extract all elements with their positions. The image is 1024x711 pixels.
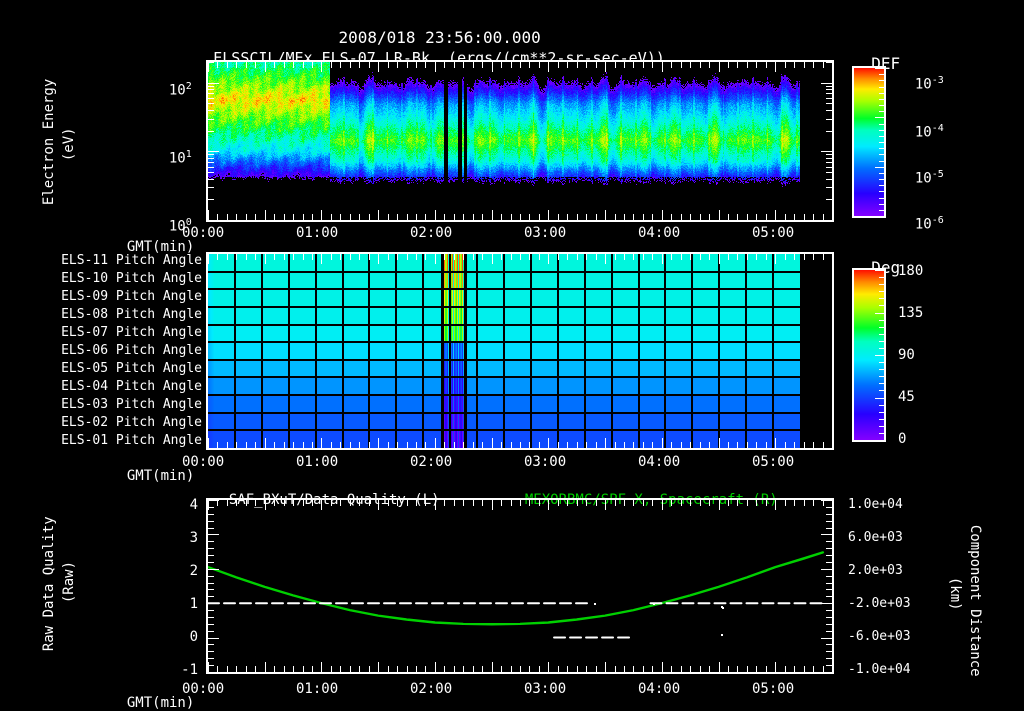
top-xtick-5: 05:00	[752, 225, 795, 241]
bottom-ylabel-right: Component Distance	[967, 524, 983, 677]
row-label-els-03: ELS-03 Pitch Angle	[61, 397, 202, 412]
row-label-els-05: ELS-05 Pitch Angle	[61, 361, 202, 376]
bottom-xtick-4: 04:00	[638, 681, 681, 697]
bottom-xtick-5: 05:00	[752, 681, 795, 697]
row-label-els-08: ELS-08 Pitch Angle	[61, 307, 202, 322]
bottom-ytick-3: 3	[189, 530, 198, 546]
top-xtick-4: 04:00	[638, 225, 681, 241]
row-label-els-07: ELS-07 Pitch Angle	[61, 325, 202, 340]
top-xaxis-label: GMT(min)	[126, 239, 195, 255]
bottom-right-tick-2e3: 2.0e+03	[848, 563, 903, 578]
bottom-right-tick-m2e3: -2.0e+03	[848, 596, 911, 611]
mid-xtick-5: 05:00	[752, 454, 795, 470]
mid-panel-ticks	[206, 252, 834, 450]
top-ytick-2: 102	[168, 81, 192, 99]
bottom-right-tick-m6e3: -6.0e+03	[848, 629, 911, 644]
top-ytick-1: 101	[168, 149, 192, 167]
top-ytick-0: 100	[168, 217, 192, 235]
deg-tick-135: 135	[898, 305, 924, 321]
top-xtick-1: 01:00	[296, 225, 339, 241]
def-colorbar-ticks	[852, 66, 886, 218]
mid-xtick-2: 02:00	[410, 454, 453, 470]
row-label-els-11: ELS-11 Pitch Angle	[61, 253, 202, 268]
bottom-xtick-1: 01:00	[296, 681, 339, 697]
deg-tick-180: 180	[898, 263, 924, 279]
mid-xtick-3: 03:00	[524, 454, 567, 470]
mid-xtick-4: 04:00	[638, 454, 681, 470]
bottom-ylabel-left-units: (Raw)	[61, 560, 77, 604]
row-label-els-02: ELS-02 Pitch Angle	[61, 415, 202, 430]
bottom-right-tick-6e3: 6.0e+03	[848, 530, 903, 545]
mid-xtick-0: 00:00	[182, 454, 225, 470]
deg-tick-45: 45	[898, 389, 915, 405]
bottom-ylabel-right-units: (km)	[947, 576, 963, 611]
mid-xaxis-label: GMT(min)	[126, 468, 195, 484]
bottom-ytick-2: 2	[189, 563, 198, 579]
def-tick-3: 10-3	[914, 75, 944, 93]
def-tick-4: 10-4	[914, 123, 944, 141]
deg-tick-90: 90	[898, 347, 915, 363]
deg-colorbar-ticks	[852, 268, 886, 442]
mid-xtick-1: 01:00	[296, 454, 339, 470]
top-xtick-3: 03:00	[524, 225, 567, 241]
bottom-ytick-m1: -1	[181, 662, 198, 678]
def-tick-5: 10-5	[914, 169, 944, 187]
row-label-els-09: ELS-09 Pitch Angle	[61, 289, 202, 304]
bottom-right-tick-m1e4: -1.0e+04	[848, 662, 911, 677]
row-label-els-01: ELS-01 Pitch Angle	[61, 433, 202, 448]
deg-tick-0: 0	[898, 431, 907, 447]
bottom-right-tick-1e4: 1.0e+04	[848, 497, 903, 512]
bottom-xtick-2: 02:00	[410, 681, 453, 697]
top-xtick-0: 00:00	[182, 225, 225, 241]
bottom-panel-ticks	[206, 498, 834, 674]
row-label-els-04: ELS-04 Pitch Angle	[61, 379, 202, 394]
def-tick-6: 10-6	[914, 215, 944, 233]
bottom-ytick-4: 4	[189, 497, 198, 513]
top-panel-ticks	[206, 60, 834, 222]
row-label-els-06: ELS-06 Pitch Angle	[61, 343, 202, 358]
row-label-els-10: ELS-10 Pitch Angle	[61, 271, 202, 286]
bottom-xaxis-label: GMT(min)	[126, 695, 195, 711]
bottom-ytick-1: 1	[189, 596, 198, 612]
timestamp-label: 2008/018 23:56:00.000	[338, 28, 541, 47]
bottom-xtick-0: 00:00	[182, 681, 225, 697]
bottom-ytick-0: 0	[189, 629, 198, 645]
page-title: 2008/018 23:56:00.000	[0, 14, 860, 46]
bottom-xtick-3: 03:00	[524, 681, 567, 697]
top-xtick-2: 02:00	[410, 225, 453, 241]
top-panel-ylabel-units: (eV)	[61, 127, 77, 162]
